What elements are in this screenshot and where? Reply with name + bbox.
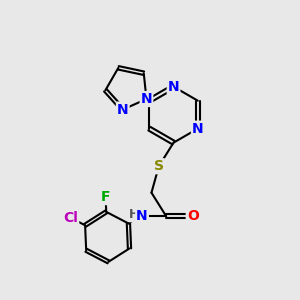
Text: F: F [101,190,110,204]
Text: N: N [192,122,204,136]
Text: N: N [117,103,129,117]
Text: H: H [129,208,140,221]
Text: N: N [141,92,152,106]
Text: N: N [136,209,148,223]
Text: N: N [168,80,179,94]
Text: O: O [187,209,199,223]
Text: S: S [154,159,164,173]
Text: Cl: Cl [63,211,78,225]
